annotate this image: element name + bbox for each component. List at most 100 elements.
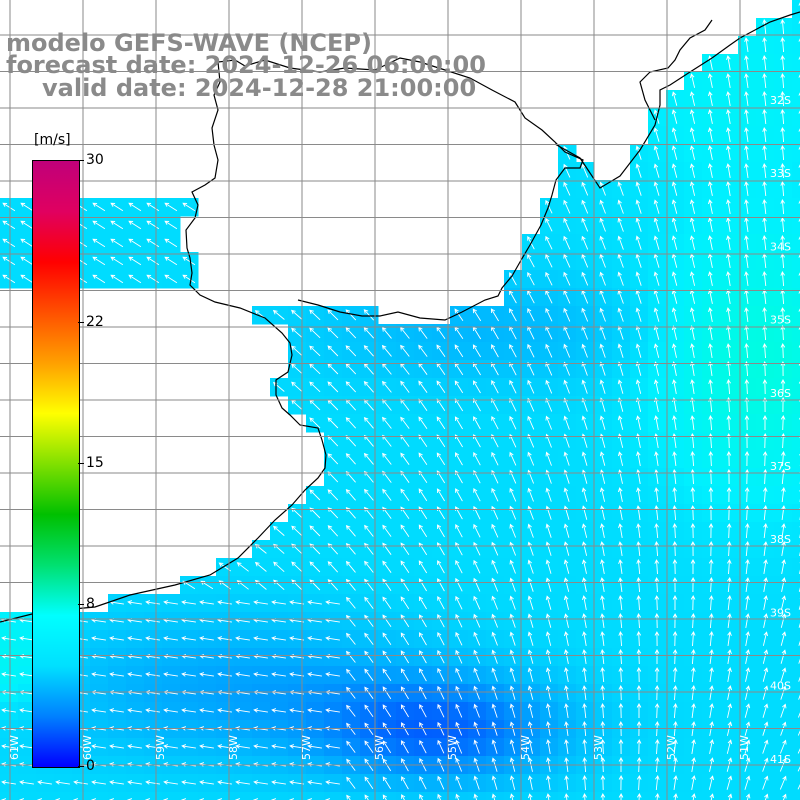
wind-cell — [792, 90, 800, 109]
wind-cell — [342, 792, 361, 800]
colorbar-tick-label: 8 — [86, 596, 95, 612]
colorbar-tick-label: 30 — [86, 152, 104, 168]
latitude-label: 33S — [770, 167, 791, 180]
longitude-label: 52W — [665, 735, 678, 760]
latitude-label: 37S — [770, 460, 791, 473]
wind-cell — [324, 792, 343, 800]
wind-cell — [792, 18, 800, 37]
wind-cell — [36, 792, 55, 800]
wind-cell — [792, 36, 800, 55]
wind-cell — [792, 648, 800, 667]
longitude-label: 53W — [592, 735, 605, 760]
wind-cell — [792, 594, 800, 613]
wind-cell — [792, 468, 800, 487]
wind-cell — [252, 792, 271, 800]
wind-cell — [792, 720, 800, 739]
wind-cell — [792, 504, 800, 523]
colorbar-tick-mark — [78, 463, 84, 464]
wind-cell — [792, 396, 800, 415]
wind-cell — [792, 792, 800, 800]
longitude-label: 55W — [446, 735, 459, 760]
wind-cell — [792, 558, 800, 577]
wind-cell — [792, 180, 800, 199]
wind-cell — [108, 792, 127, 800]
wind-cell — [792, 108, 800, 127]
wind-cell — [234, 792, 253, 800]
latitude-label: 36S — [770, 387, 791, 400]
wind-cell — [360, 792, 379, 800]
colorbar-tick-label: 22 — [86, 314, 104, 330]
wind-cell — [468, 792, 487, 800]
longitude-label: 51W — [738, 735, 751, 760]
wind-cell — [792, 54, 800, 73]
latitude-label: 35S — [770, 314, 791, 327]
wind-cell — [90, 792, 109, 800]
wind-cell — [792, 630, 800, 649]
wind-cell — [450, 792, 469, 800]
colorbar-tick-mark — [78, 160, 84, 161]
wind-cell — [288, 792, 307, 800]
title-valid-date: valid date: 2024-12-28 21:00:00 — [42, 76, 476, 100]
wind-cell — [792, 738, 800, 757]
wind-cell — [72, 792, 91, 800]
wind-cell — [792, 162, 800, 181]
latitude-label: 41S — [770, 753, 791, 766]
latitude-label: 38S — [770, 533, 791, 546]
wind-cell — [792, 126, 800, 145]
colorbar-tick-mark — [78, 766, 84, 767]
wind-cell — [306, 792, 325, 800]
longitude-label: 56W — [373, 735, 386, 760]
wind-cell — [216, 792, 235, 800]
longitude-label: 54W — [519, 735, 532, 760]
wind-cell — [792, 774, 800, 793]
colorbar — [32, 160, 80, 768]
wind-cell — [378, 792, 397, 800]
latitude-label: 32S — [770, 94, 791, 107]
wind-cell — [792, 306, 800, 325]
longitude-label: 61W — [8, 735, 21, 760]
latitude-label: 39S — [770, 606, 791, 619]
wind-cell — [792, 0, 800, 19]
longitude-label: 60W — [81, 735, 94, 760]
wind-cell — [144, 792, 163, 800]
wind-cell — [180, 792, 199, 800]
wind-cell — [0, 792, 19, 800]
wind-cell — [792, 144, 800, 163]
wind-cell — [162, 792, 181, 800]
latitude-label: 34S — [770, 240, 791, 253]
wind-cell — [792, 198, 800, 217]
wind-cell — [792, 684, 800, 703]
wind-cell — [126, 792, 145, 800]
wind-cell — [792, 450, 800, 469]
wind-cell — [792, 252, 800, 271]
colorbar-tick-label: 15 — [86, 455, 104, 471]
wind-cell — [270, 792, 289, 800]
wind-cell — [792, 432, 800, 451]
colorbar-tick-label: 0 — [86, 758, 95, 774]
wind-cell — [792, 72, 800, 91]
longitude-label: 59W — [154, 735, 167, 760]
wind-cell — [792, 612, 800, 631]
wind-cell — [792, 702, 800, 721]
colorbar-tick-mark — [78, 322, 84, 323]
wind-cell — [792, 270, 800, 289]
colorbar-unit: [m/s] — [34, 132, 71, 148]
wind-cell — [792, 540, 800, 559]
wind-cell — [18, 792, 37, 800]
wind-cell — [414, 792, 433, 800]
wind-cell — [396, 792, 415, 800]
wind-cell — [792, 360, 800, 379]
wind-cell — [792, 216, 800, 235]
wind-cell — [792, 666, 800, 685]
longitude-label: 57W — [300, 735, 313, 760]
wind-cell — [54, 792, 73, 800]
wind-cell — [792, 378, 800, 397]
latitude-label: 40S — [770, 680, 791, 693]
wind-cell — [792, 522, 800, 541]
wind-cell — [792, 414, 800, 433]
colorbar-tick-mark — [78, 604, 84, 605]
wind-cell — [792, 486, 800, 505]
wind-cell — [792, 342, 800, 361]
wind-cell — [198, 792, 217, 800]
